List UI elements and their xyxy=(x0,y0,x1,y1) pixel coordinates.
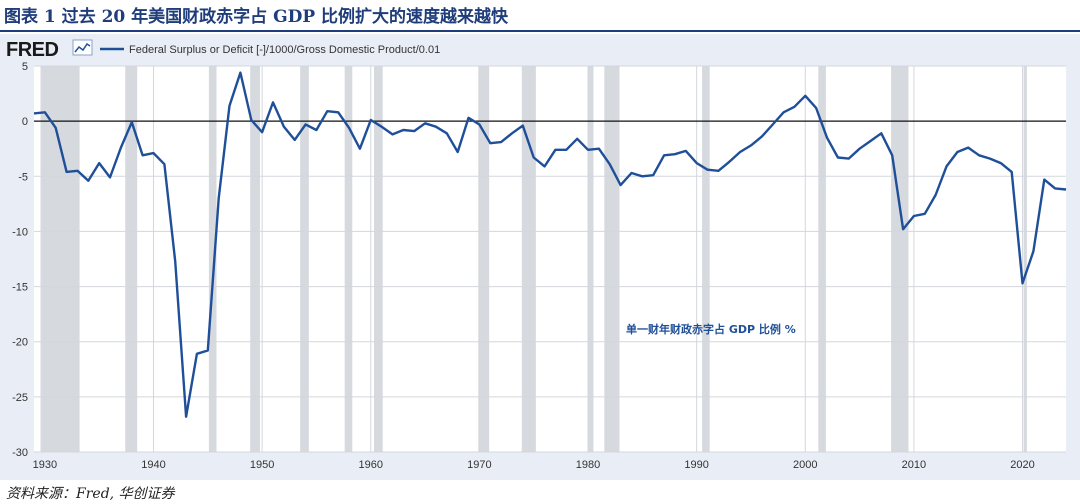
recession-band xyxy=(374,66,383,452)
source-note: 资料来源：Fred, 华创证券 xyxy=(6,486,175,502)
recession-band xyxy=(208,66,217,452)
chart-panel: 5 0 -5 -10 -15 -20 -25 -30 1930 1940 1950 1960 1970 1… xyxy=(0,34,1080,480)
recession-band xyxy=(344,66,353,452)
x-tick-label: 1980 xyxy=(576,459,600,471)
y-tick-label: -10 xyxy=(12,226,28,238)
legend-series-label: Federal Surplus or Deficit [-]/1000/Gros… xyxy=(129,44,440,56)
recession-band xyxy=(702,66,710,452)
recession-band xyxy=(521,66,536,452)
chart-annotation: 单一财年财政赤字占 GDP 比例 % xyxy=(626,322,796,336)
recession-band xyxy=(40,66,80,452)
fred-logo[interactable]: FRED xyxy=(6,39,59,61)
series-line-deficit-gdp xyxy=(33,71,1067,418)
recession-band xyxy=(818,66,826,452)
title-divider xyxy=(0,30,1080,32)
recession-band xyxy=(891,66,909,452)
y-tick-label: 0 xyxy=(22,116,28,128)
y-tick-label: -5 xyxy=(18,171,28,183)
x-tick-label: 1930 xyxy=(33,459,57,471)
recession-band xyxy=(125,66,138,452)
x-tick-label: 1970 xyxy=(467,459,491,471)
x-tick-label: 1950 xyxy=(250,459,274,471)
y-tick-label: 5 xyxy=(22,61,28,73)
x-tick-label: 2000 xyxy=(793,459,817,471)
recession-band xyxy=(604,66,620,452)
figure-title: 图表 1 过去 20 年美国财政赤字占 GDP 比例扩大的速度越来越快 xyxy=(4,7,509,27)
recession-band xyxy=(588,66,594,452)
x-tick-label: 1990 xyxy=(684,459,708,471)
y-tick-label: -20 xyxy=(12,337,28,349)
recession-band xyxy=(1023,66,1027,452)
x-tick-label: 1960 xyxy=(359,459,383,471)
recession-band xyxy=(478,66,490,452)
y-tick-label: -15 xyxy=(12,282,28,294)
recession-band xyxy=(250,66,260,452)
y-tick-label: -30 xyxy=(12,447,28,459)
x-tick-label: 1940 xyxy=(141,459,165,471)
x-tick-label: 2020 xyxy=(1010,459,1034,471)
line-chart-icon xyxy=(72,39,93,56)
x-tick-label: 2010 xyxy=(902,459,926,471)
y-tick-label: -25 xyxy=(12,392,28,404)
recession-band xyxy=(300,66,309,452)
chart-svg: 5 0 -5 -10 -15 -20 -25 -30 1930 1940 1950 1960 1970 1… xyxy=(6,39,1067,471)
